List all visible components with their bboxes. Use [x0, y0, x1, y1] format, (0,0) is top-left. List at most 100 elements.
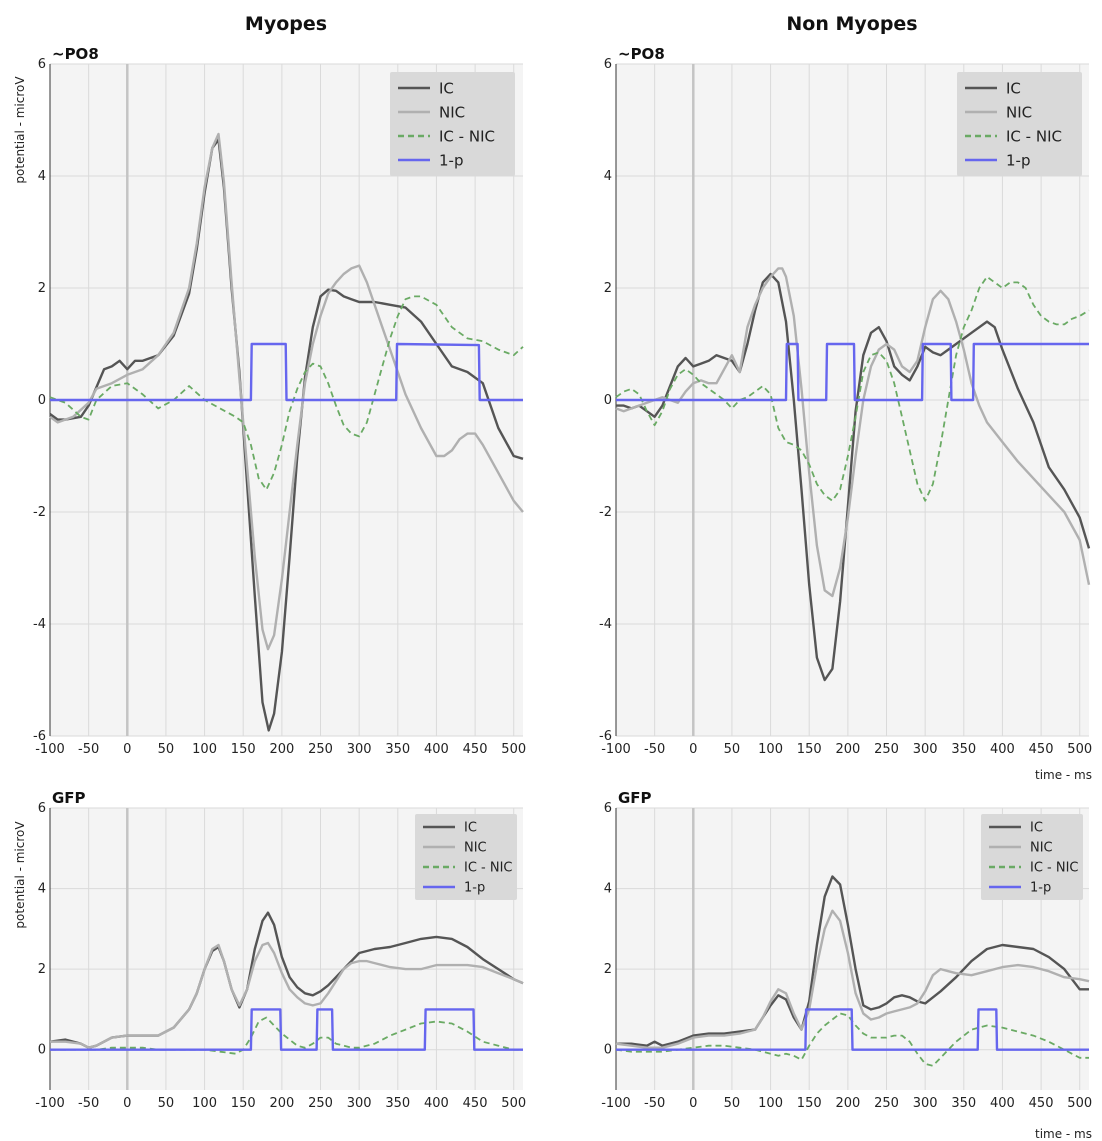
x-tick-label: 150 — [797, 1096, 822, 1111]
x-tick-label: -50 — [644, 1096, 665, 1111]
x-tick-label: 200 — [269, 742, 294, 757]
chart-panel-myopes-po8: -100 -50 0 50 100 150 200 250 300 350 400 450 500 -6 -… — [33, 45, 526, 757]
x-tick-label: 50 — [724, 742, 741, 757]
x-tick-label: -100 — [601, 1096, 631, 1111]
x-tick-label: -100 — [35, 742, 65, 757]
legend-label: IC — [1006, 79, 1021, 97]
legend-label: IC - NIC — [1006, 127, 1062, 145]
x-tick-label: 250 — [308, 742, 333, 757]
x-tick-label: -50 — [644, 742, 665, 757]
y-tick-label: 6 — [38, 57, 46, 72]
x-tick-label: 150 — [797, 742, 822, 757]
legend-label: 1-p — [439, 151, 463, 169]
panel-label: ~PO8 — [618, 45, 665, 63]
legend-label: NIC — [439, 103, 465, 121]
y-tick-label: 0 — [38, 1043, 46, 1058]
y-tick-label: -4 — [599, 617, 612, 632]
series-line-1 — [615, 267, 1091, 598]
series-line-1 — [49, 132, 524, 651]
x-tick-label: 100 — [192, 1096, 217, 1111]
chart-panel-non-myopes-gfp: -100 -50 0 50 100 150 200 250 300 350 400 450 500 0 2 4… — [601, 789, 1092, 1111]
series-line-0 — [616, 875, 1089, 1047]
series-line-3 — [50, 1008, 523, 1051]
x-tick-label: 450 — [463, 1096, 488, 1111]
y-tick-label: 4 — [38, 169, 46, 184]
chart-panel-non-myopes-po8: -100 -50 0 50 100 150 200 250 300 350 400 450 500 -6 -… — [599, 45, 1092, 757]
legend-label: 1-p — [1030, 881, 1051, 896]
legend-box — [390, 72, 515, 176]
x-tick-label: 350 — [385, 1096, 410, 1111]
series-line-3 — [616, 1008, 1089, 1051]
x-tick-label: -100 — [601, 742, 631, 757]
x-tick-label: 500 — [1067, 742, 1092, 757]
y-tick-label: 4 — [604, 882, 612, 897]
legend-label: NIC — [464, 841, 487, 856]
legend-label: 1-p — [1006, 151, 1030, 169]
chart-panel-myopes-gfp: -100 -50 0 50 100 150 200 250 300 350 400 450 500 0 2 4… — [35, 789, 526, 1111]
series-line-0 — [49, 138, 524, 732]
x-tick-label: 0 — [123, 1096, 131, 1111]
x-tick-label: 400 — [990, 1096, 1015, 1111]
x-tick-label: 50 — [158, 742, 175, 757]
legend-label: IC - NIC — [1030, 861, 1079, 876]
legend-label: IC - NIC — [439, 127, 495, 145]
x-tick-label: 0 — [689, 742, 697, 757]
x-tick-label: -50 — [78, 1096, 99, 1111]
legend-box — [957, 72, 1082, 176]
y-tick-label: 2 — [604, 281, 612, 296]
x-tick-label: 50 — [158, 1096, 175, 1111]
series-line-1 — [50, 941, 524, 1049]
y-tick-label: 2 — [38, 281, 46, 296]
x-tick-label: 200 — [835, 1096, 860, 1111]
x-tick-label: 300 — [347, 1096, 372, 1111]
panel-label: ~PO8 — [52, 45, 99, 63]
x-tick-label: 300 — [913, 1096, 938, 1111]
panel-label: GFP — [618, 789, 652, 807]
y-tick-label: 0 — [38, 393, 46, 408]
x-tick-label: 0 — [123, 742, 131, 757]
x-tick-label: 400 — [424, 742, 449, 757]
x-tick-label: 450 — [1029, 1096, 1054, 1111]
y-tick-label: -4 — [33, 617, 46, 632]
x-tick-label: 300 — [913, 742, 938, 757]
x-tick-label: 450 — [463, 742, 488, 757]
legend-box — [415, 814, 517, 900]
x-tick-label: -100 — [35, 1096, 65, 1111]
legend-label: IC — [1030, 821, 1043, 836]
x-tick-label: 350 — [385, 742, 410, 757]
x-tick-label: 50 — [724, 1096, 741, 1111]
x-tick-label: 400 — [990, 742, 1015, 757]
x-tick-label: 400 — [424, 1096, 449, 1111]
legend-label: IC — [439, 79, 454, 97]
x-tick-label: 250 — [874, 742, 899, 757]
panel-label: GFP — [52, 789, 86, 807]
y-tick-label: 2 — [604, 962, 612, 977]
y-tick-label: -6 — [33, 729, 46, 744]
legend-label: IC — [464, 821, 477, 836]
x-tick-label: 450 — [1029, 742, 1054, 757]
x-tick-label: 350 — [951, 742, 976, 757]
y-tick-label: -2 — [599, 505, 612, 520]
x-tick-label: 250 — [308, 1096, 333, 1111]
x-axis-label-top: time - ms — [1035, 768, 1092, 782]
x-tick-label: 500 — [501, 1096, 526, 1111]
series-line-3 — [50, 342, 523, 402]
series-line-0 — [616, 272, 1091, 682]
x-tick-label: 150 — [231, 742, 256, 757]
legend-label: IC - NIC — [464, 861, 513, 876]
x-tick-label: 100 — [758, 742, 783, 757]
legend-label: NIC — [1006, 103, 1032, 121]
x-tick-label: 250 — [874, 1096, 899, 1111]
series-line-2 — [49, 295, 524, 491]
y-tick-label: 2 — [38, 962, 46, 977]
x-tick-label: 350 — [951, 1096, 976, 1111]
x-tick-label: -50 — [78, 742, 99, 757]
x-tick-label: 500 — [501, 742, 526, 757]
legend-box — [981, 814, 1083, 900]
y-tick-label: 6 — [38, 801, 46, 816]
column-title-non-myopes: Non Myopes — [786, 13, 917, 35]
series-line-3 — [616, 342, 1089, 402]
y-tick-label: 4 — [604, 169, 612, 184]
x-tick-label: 500 — [1067, 1096, 1092, 1111]
